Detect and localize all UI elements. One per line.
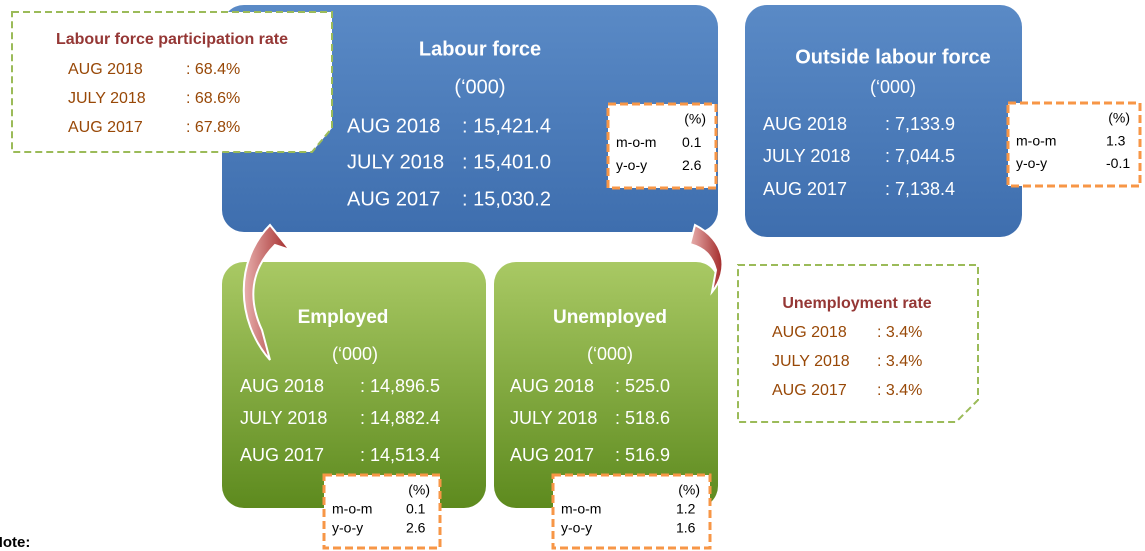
rate-title: Unemployment rate: [782, 295, 931, 312]
arrow: [242, 223, 293, 361]
box-unit: (‘000): [587, 344, 633, 364]
row-value: : 525.0: [615, 376, 670, 396]
change-value: -0.1: [1106, 155, 1130, 171]
change-label: m-o-m: [332, 501, 372, 517]
employed-box: [222, 262, 486, 508]
row-value: : 516.9: [615, 445, 670, 465]
row-period: AUG 2017: [347, 188, 440, 210]
change-label: m-o-m: [561, 501, 601, 517]
row-value: : 15,421.4: [462, 115, 551, 137]
box-unit: (‘000): [454, 76, 505, 98]
rate-value: : 67.8%: [186, 119, 240, 136]
box-unit: (‘000): [332, 344, 378, 364]
rate-period: JULY 2018: [68, 90, 146, 107]
participation-box: [11, 11, 333, 153]
change-value: 1.6: [676, 519, 696, 535]
unemployed-box: [494, 262, 718, 508]
box-unit: (‘000): [870, 77, 916, 97]
rate-period: AUG 2017: [772, 382, 847, 399]
change-box: [1006, 101, 1142, 188]
row-value: : 7,133.9: [885, 114, 955, 134]
row-period: AUG 2018: [240, 376, 324, 396]
change-value: 2.6: [682, 157, 702, 173]
row-value: : 14,513.4: [360, 445, 440, 465]
outside-box: [745, 5, 1022, 237]
box-title: Employed: [298, 307, 389, 328]
row-period: JULY 2018: [510, 408, 597, 428]
change-label: m-o-m: [616, 134, 656, 150]
row-period: AUG 2018: [510, 376, 594, 396]
row-value: : 14,896.5: [360, 376, 440, 396]
row-value: : 15,401.0: [462, 151, 551, 173]
row-value: : 7,138.4: [885, 179, 955, 199]
row-period: AUG 2018: [347, 115, 440, 137]
row-value: : 15,030.2: [462, 188, 551, 210]
change-unit: (%): [678, 482, 700, 498]
rate-value: : 3.4%: [877, 382, 922, 399]
row-value: : 14,882.4: [360, 408, 440, 428]
change-value: 2.6: [406, 519, 426, 535]
change-value: 0.1: [682, 134, 702, 150]
rate-period: JULY 2018: [772, 353, 850, 370]
change-unit: (%): [684, 111, 706, 127]
change-label: y-o-y: [332, 519, 363, 535]
change-box: [322, 473, 442, 550]
change-value: 1.3: [1106, 132, 1126, 148]
rate-value: : 3.4%: [877, 353, 922, 370]
change-box: [606, 102, 718, 190]
rate-value: : 3.4%: [877, 324, 922, 341]
rate-period: AUG 2017: [68, 119, 143, 136]
rate-title: Labour force participation rate: [56, 31, 288, 48]
note: Note:: [0, 534, 30, 551]
change-unit: (%): [408, 482, 430, 498]
row-period: JULY 2018: [763, 146, 850, 166]
shapes: [11, 5, 1022, 508]
change-box: [551, 473, 712, 550]
row-period: JULY 2018: [347, 151, 444, 173]
change-label: m-o-m: [1016, 132, 1056, 148]
box-title: Labour force: [419, 38, 541, 60]
rate-value: : 68.4%: [186, 61, 240, 78]
change-value: 0.1: [406, 501, 426, 517]
unemployment-rate-box: [737, 264, 979, 423]
labour-force-box: [222, 5, 718, 232]
rate-value: : 68.6%: [186, 90, 240, 107]
box-title: Outside labour force: [795, 46, 991, 68]
row-value: : 518.6: [615, 408, 670, 428]
row-period: JULY 2018: [240, 408, 327, 428]
row-period: AUG 2017: [510, 445, 594, 465]
row-value: : 7,044.5: [885, 146, 955, 166]
change-value: 1.2: [676, 501, 696, 517]
rate-period: AUG 2018: [772, 324, 847, 341]
change-unit: (%): [1108, 110, 1130, 126]
rate-period: AUG 2018: [68, 61, 143, 78]
row-period: AUG 2018: [763, 114, 847, 134]
arrow: [688, 223, 724, 293]
box-title: Unemployed: [553, 307, 667, 328]
change-label: y-o-y: [1016, 155, 1047, 171]
row-period: AUG 2017: [763, 179, 847, 199]
row-period: AUG 2017: [240, 445, 324, 465]
change-label: y-o-y: [561, 519, 592, 535]
change-label: y-o-y: [616, 157, 647, 173]
